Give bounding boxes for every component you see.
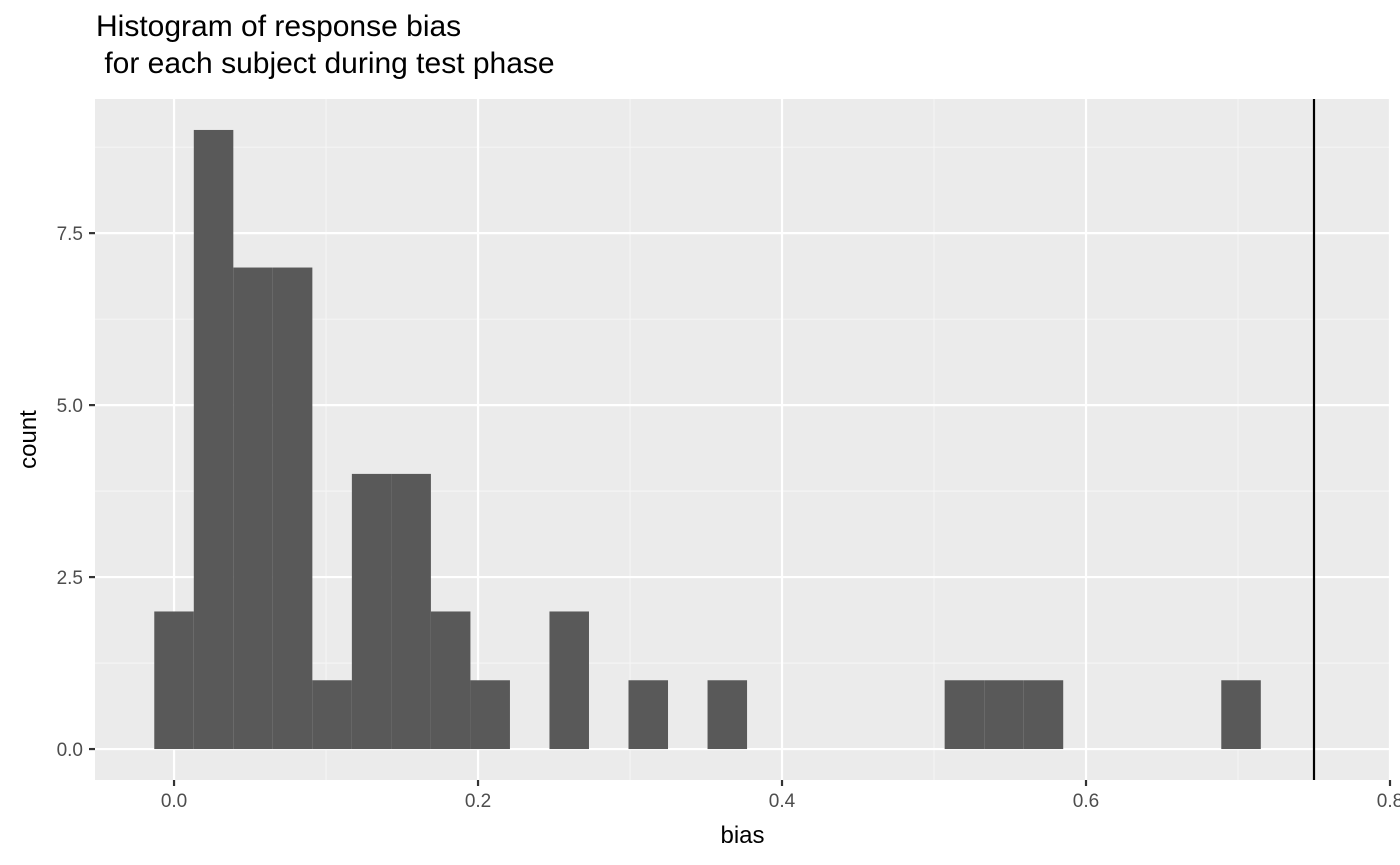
- histogram-bar: [193, 129, 234, 750]
- y-tick-label: 0.0: [57, 740, 83, 761]
- x-tick-label: 0.4: [769, 791, 796, 812]
- x-tick-label: 0.8: [1377, 791, 1400, 812]
- histogram-bars: [154, 129, 1261, 750]
- histogram-bar: [944, 680, 985, 750]
- chart-title-line-1: Histogram of response bias: [96, 10, 462, 43]
- histogram-bar: [628, 680, 669, 750]
- y-tick-label: 5.0: [57, 396, 83, 417]
- x-tick-label: 0.0: [161, 791, 187, 812]
- histogram-bar: [1221, 680, 1261, 750]
- x-axis-title: bias: [720, 822, 764, 849]
- histogram-bar: [312, 680, 352, 750]
- y-tick-label: 7.5: [57, 224, 83, 245]
- histogram-bar: [233, 267, 273, 750]
- histogram-bar: [549, 611, 589, 750]
- histogram-bar: [1023, 680, 1064, 750]
- chart-title-line-2: for each subject during test phase: [96, 47, 555, 80]
- histogram-bar: [391, 473, 431, 750]
- y-tick-label: 2.5: [57, 568, 83, 589]
- histogram-bar: [470, 680, 510, 750]
- y-axis-title: count: [15, 410, 42, 469]
- x-tick-label: 0.6: [1073, 791, 1099, 812]
- x-axis: 0.0 0.2 0.4 0.6 0.8: [161, 780, 1400, 812]
- histogram-bar: [430, 611, 471, 750]
- histogram-bar: [154, 611, 194, 750]
- y-axis: 0.0 2.5 5.0 7.5: [57, 224, 95, 761]
- histogram-bar: [351, 473, 392, 750]
- histogram-bar: [984, 680, 1024, 750]
- x-tick-label: 0.2: [465, 791, 491, 812]
- histogram-bar: [272, 267, 313, 750]
- histogram-bar: [707, 680, 748, 750]
